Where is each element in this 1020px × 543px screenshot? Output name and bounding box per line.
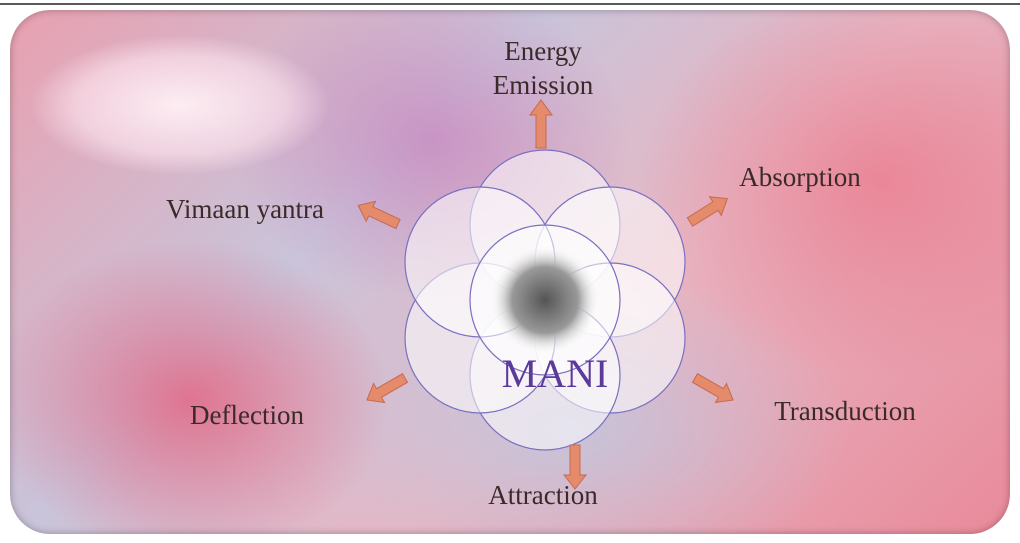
node-label: Attraction: [443, 478, 643, 512]
node-label: Absorption: [700, 160, 900, 194]
node-label: Transduction: [735, 394, 955, 428]
gem: [490, 245, 600, 355]
node-label: Deflection: [147, 398, 347, 432]
center-label: MANI: [455, 352, 655, 396]
diagram: Energy Emission Absorption Transduction …: [0, 0, 1020, 543]
node-label: Energy Emission: [463, 34, 623, 102]
node-label: Vimaan yantra: [115, 192, 375, 226]
